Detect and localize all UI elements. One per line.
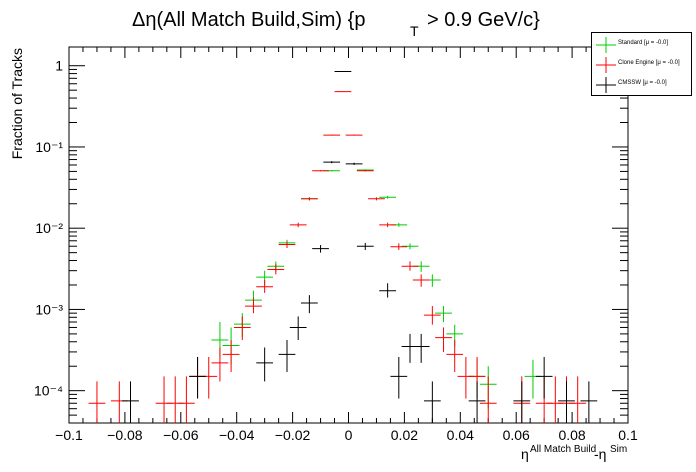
data-point [88,381,106,423]
legend-entry-clone-engine: Clone Engine [μ = -0.0] [592,55,691,75]
legend-entry-standard: Standard [μ = -0.0] [592,35,691,55]
x-tick-label: −0.04 [219,427,255,443]
svg-text:All Match Build: All Match Build [530,444,596,455]
data-point [300,295,318,314]
data-point [178,376,195,423]
data-point [356,242,374,250]
x-tick-label: 0.08 [558,427,585,443]
data-point [323,134,341,136]
x-tick-label: −0.02 [275,427,311,443]
data-point [345,134,363,136]
legend-label-cmssw: CMSSW [μ = -0.0] [618,80,667,86]
data-point [468,381,486,423]
data-point [558,381,575,423]
data-point [546,376,564,423]
y-tick-label: 1 [55,58,63,74]
data-point [256,347,274,382]
series-2 [122,70,598,423]
data-point [569,376,587,423]
data-point [233,316,251,341]
data-point [446,340,464,372]
svg-text:Sim: Sim [610,444,627,455]
data-point [122,381,139,423]
data-point [435,327,452,352]
legend-marker-clone-engine-icon [596,57,616,73]
data-points [88,70,598,423]
data-point [423,274,441,287]
svg-text:-η: -η [594,446,606,462]
data-point [423,306,441,325]
chart-title-subscript: T [410,23,419,39]
x-tick-label: 0 [345,427,353,443]
y-tick-label: 10⁻³ [35,301,63,317]
data-point [379,283,397,298]
x-tick-label: −0.06 [163,427,199,443]
data-point [211,347,229,382]
data-point [379,222,397,228]
data-point [356,170,374,172]
data-point [300,197,318,201]
x-tick-label: 0.02 [391,427,418,443]
data-point [435,306,452,323]
data-point [457,356,475,399]
legend-marker-standard-icon [596,37,616,53]
data-point [524,359,542,399]
data-point [580,381,598,423]
data-point [189,356,206,399]
data-point [267,264,285,275]
series-0 [211,169,542,409]
data-point [535,356,553,399]
data-point [390,356,408,399]
x-axis-label: η All Match Build -η Sim [521,444,627,462]
x-tick-label: −0.08 [107,427,143,443]
data-point [479,376,497,423]
y-tick-label: 10⁻⁴ [34,383,63,399]
data-point [401,243,419,250]
data-point [412,333,430,363]
legend-label-standard: Standard [μ = -0.0] [618,40,668,46]
data-point [256,280,274,293]
data-point [368,197,385,201]
legend-label-clone-engine: Clone Engine [μ = -0.0] [618,60,680,66]
legend-entry-cmssw: CMSSW [μ = -0.0] [592,75,691,95]
data-point [401,333,419,363]
series-1 [88,91,587,423]
data-point [334,70,352,72]
data-point [345,162,363,165]
data-point [289,316,307,341]
x-tick-label: 0.1 [618,427,638,443]
data-point [401,261,419,271]
data-point [245,297,262,314]
data-point [412,274,430,287]
legend-marker-cmssw-icon [596,77,616,93]
y-tick-label: 10⁻² [35,220,63,236]
data-point [390,243,408,250]
svg-text:η: η [521,446,529,462]
data-point [379,195,397,199]
x-tick-label: −0.1 [55,427,83,443]
data-point [513,381,531,423]
data-point [334,91,352,93]
data-point [278,241,296,249]
y-axis-label: Fraction of Tracks [9,48,25,159]
x-tick-label: 0.06 [503,427,530,443]
data-point [155,376,173,423]
chart-title-tail: > 0.9 GeV/c} [427,9,540,31]
axis-ticks: −0.1 −0.08 −0.06 −0.04 −0.02 0 0.02 0.04 0.06 0.0… [34,47,638,443]
data-point [278,340,296,372]
legend: Standard [μ = -0.0] Clone Engine [μ = -0… [591,32,692,96]
data-point [423,381,441,423]
data-point [312,245,329,253]
x-tick-label: 0.04 [447,427,474,443]
data-point [323,161,341,164]
chart-title-main: Δη(All Match Build,Sim) {p [132,9,365,31]
data-point [312,170,329,172]
data-point [289,222,307,228]
data-point [222,340,240,372]
y-tick-label: 10⁻¹ [35,139,63,155]
